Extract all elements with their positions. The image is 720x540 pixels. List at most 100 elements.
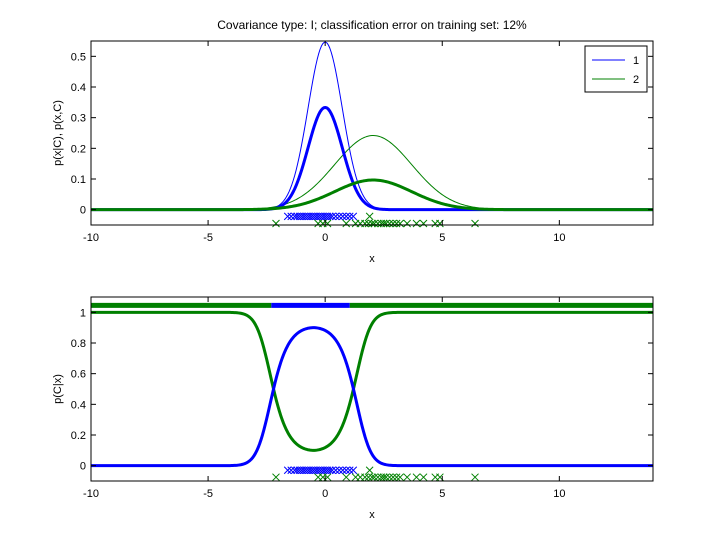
class2-training-point: [368, 219, 376, 228]
class2-training-point-stroke: [436, 473, 444, 482]
bottom-plot-curves: [90, 302, 654, 468]
class2-training-point-stroke: [364, 219, 373, 228]
class1-training-point: [338, 212, 347, 221]
class2-training-point-stroke: [365, 466, 374, 475]
bottom-training-points: [272, 466, 479, 482]
class2-training-point: [368, 473, 376, 482]
class1-training-point: [325, 212, 334, 221]
class1-training-point-stroke: [328, 212, 337, 221]
class1-training-point-stroke: [338, 466, 347, 475]
x-tick-label: 10: [553, 488, 565, 500]
class2-training-point: [403, 473, 411, 482]
class2-training-point-stroke: [374, 219, 382, 228]
class2-training-point-stroke: [368, 473, 376, 482]
top-axis-ticks: -10 -5 0 5 10 0 0.1 0.2 0.3 0.4 0.5: [71, 41, 653, 244]
class2-training-point-stroke: [370, 219, 379, 228]
figure-title: Covariance type: I; classification error…: [217, 18, 527, 32]
x-tick-label: -5: [203, 488, 213, 500]
class1-training-point-stroke: [345, 466, 354, 475]
legend-box: [584, 45, 648, 93]
class2-training-point: [272, 473, 280, 482]
class2-training-point: [392, 219, 401, 228]
class1-training-point-stroke: [331, 212, 340, 221]
x-tick-label: 0: [322, 232, 328, 244]
class2-training-point: [403, 219, 411, 228]
class2-training-point-stroke: [419, 473, 428, 482]
top-x-axis-label: x: [369, 253, 375, 265]
class2-training-point: [396, 219, 404, 228]
class2-training-point-stroke: [323, 219, 332, 228]
class1-training-point: [342, 212, 351, 221]
class2-training-point: [385, 473, 394, 482]
class1-training-point: [328, 212, 337, 221]
class2-training-point-stroke: [361, 219, 369, 228]
joint-class2-curve: [90, 178, 654, 212]
y-tick-label: 0.3: [71, 113, 86, 125]
class2-training-point-stroke: [412, 473, 421, 482]
class2-training-point: [361, 219, 369, 228]
x-tick-label: 5: [439, 232, 445, 244]
y-tick-label: 0.2: [71, 143, 86, 155]
class1-training-point: [325, 466, 334, 475]
class2-training-point: [419, 219, 428, 228]
class1-training-point-stroke: [328, 466, 337, 475]
legend: 12: [584, 45, 648, 93]
class2-training-point-stroke: [370, 473, 379, 482]
class2-training-point: [385, 219, 394, 228]
class2-training-point: [392, 473, 401, 482]
bottom-axes: -10 -5 0 5 10 0 0.2 0.4 0.6 0.8 1 x p(C|x): [52, 296, 654, 521]
class2-training-point-stroke: [272, 473, 280, 482]
class2-training-point-stroke: [385, 473, 394, 482]
top-training-points: [272, 212, 479, 228]
class2-training-point: [365, 466, 374, 475]
bottom-y-axis-label: p(C|x): [52, 374, 64, 404]
y-tick-label: 0.4: [71, 399, 86, 411]
class1-training-point: [331, 466, 340, 475]
class2-training-point: [471, 219, 479, 228]
y-tick-label: 0.2: [71, 430, 86, 442]
class2-training-point: [361, 473, 369, 482]
class2-training-point-stroke: [379, 473, 388, 482]
class2-training-point-stroke: [379, 219, 388, 228]
class1-training-point: [331, 212, 340, 221]
class2-training-point: [379, 219, 388, 228]
class2-training-point-stroke: [403, 473, 411, 482]
class2-training-point: [382, 219, 390, 228]
class1-training-point: [349, 466, 358, 475]
class2-training-point: [382, 473, 390, 482]
class1-training-point: [345, 212, 354, 221]
class2-training-point: [342, 219, 351, 228]
class1-training-point-stroke: [342, 466, 351, 475]
bottom-plot-frame: [90, 296, 654, 482]
class2-training-point-stroke: [385, 219, 394, 228]
legend-label-1: 1: [633, 55, 639, 67]
top-y-axis-label: p(x|C), p(x,C): [52, 100, 64, 166]
class2-training-point-stroke: [382, 473, 390, 482]
class2-training-point-stroke: [392, 473, 401, 482]
class2-training-point-stroke: [342, 473, 351, 482]
class1-training-point-stroke: [331, 466, 340, 475]
class2-training-point-stroke: [374, 473, 382, 482]
bottom-x-axis-label: x: [369, 509, 375, 521]
class1-training-point-stroke: [283, 466, 292, 475]
class1-training-point: [349, 212, 358, 221]
bottom-axis-ticks: -10 -5 0 5 10 0 0.2 0.4 0.6 0.8 1: [71, 297, 653, 500]
class2-training-point-stroke: [389, 473, 397, 482]
class1-training-point-stroke: [335, 212, 344, 221]
y-tick-label: 1: [80, 307, 86, 319]
top-axes: -10 -5 0 5 10 0 0.1 0.2 0.3 0.4 0.5 x p(x|C), p(x,…: [52, 40, 654, 265]
x-tick-label: 0: [322, 488, 328, 500]
class2-training-point: [419, 473, 428, 482]
class2-training-point: [342, 473, 351, 482]
class2-training-point: [374, 473, 382, 482]
top-plot-frame: [90, 40, 654, 226]
x-tick-label: 5: [439, 488, 445, 500]
class1-training-point: [328, 466, 337, 475]
class2-training-point-stroke: [471, 473, 479, 482]
class2-training-point-stroke: [368, 219, 376, 228]
y-tick-label: 0.8: [71, 338, 86, 350]
class1-training-point: [287, 212, 296, 221]
class1-training-point-stroke: [349, 466, 358, 475]
x-tick-label: -5: [203, 232, 213, 244]
